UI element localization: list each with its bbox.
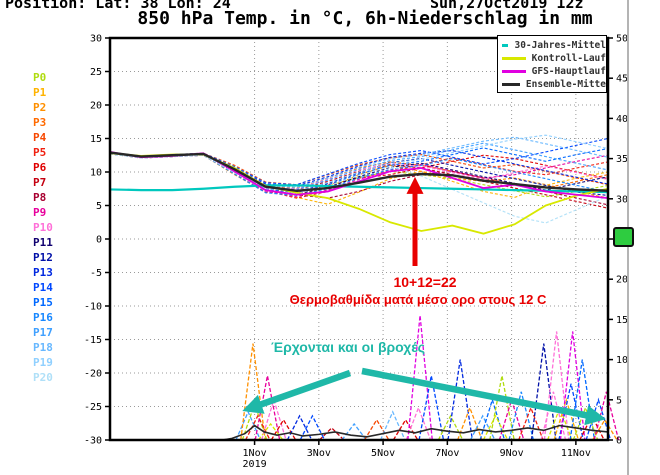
svg-text:-20: -20 bbox=[84, 369, 102, 380]
legend-swatch-magenta bbox=[502, 70, 526, 73]
legend-item: GFS-Hauptlauf bbox=[502, 65, 606, 78]
svg-text:5: 5 bbox=[96, 201, 102, 212]
member-label-p15: P15 bbox=[33, 296, 53, 309]
member-label-p2: P2 bbox=[33, 101, 47, 114]
member-label-p1: P1 bbox=[33, 86, 47, 99]
position-label: Position: Lat: 38 Lon: 24 bbox=[5, 0, 231, 12]
svg-text:0: 0 bbox=[96, 235, 102, 246]
member-label-p10: P10 bbox=[33, 221, 53, 234]
svg-text:-25: -25 bbox=[84, 402, 102, 413]
legend-label: Ensemble-Mitte bbox=[525, 79, 606, 90]
member-label-p12: P12 bbox=[33, 251, 53, 264]
legend-label: GFS-Hauptlauf bbox=[531, 66, 606, 77]
annotation-rain-text: Έρχονται και οι βροχές bbox=[271, 339, 425, 355]
member-label-p7: P7 bbox=[33, 176, 47, 189]
svg-text:5Nov: 5Nov bbox=[371, 448, 395, 459]
member-label-p5: P5 bbox=[33, 146, 47, 159]
legend-swatch-cyan bbox=[502, 44, 509, 47]
svg-text:3Nov: 3Nov bbox=[307, 448, 331, 459]
svg-text:10: 10 bbox=[616, 355, 628, 366]
svg-text:0: 0 bbox=[616, 436, 622, 447]
svg-text:15: 15 bbox=[90, 134, 102, 145]
annotation-lapse-text: Θερμοβαθμίδα ματά μέσο ορο στους 12 C bbox=[289, 292, 547, 307]
member-label-p14: P14 bbox=[33, 281, 53, 294]
legend-item: 30-Jahres-Mittel bbox=[502, 39, 606, 52]
member-label-p19: P19 bbox=[33, 356, 53, 369]
member-label-p11: P11 bbox=[33, 236, 53, 249]
gridlines bbox=[110, 38, 608, 440]
temp-series bbox=[109, 134, 609, 235]
member-label-p13: P13 bbox=[33, 266, 53, 279]
member-label-p20: P20 bbox=[33, 371, 53, 384]
svg-text:35: 35 bbox=[616, 154, 628, 165]
legend-label: Kontroll-Lauf bbox=[531, 53, 606, 64]
svg-text:40: 40 bbox=[616, 114, 628, 125]
svg-text:-10: -10 bbox=[84, 302, 102, 313]
member-label-p0: P0 bbox=[33, 71, 47, 84]
legend-swatch-yellow bbox=[502, 57, 526, 60]
member-label-p18: P18 bbox=[33, 341, 53, 354]
legend-label: 30-Jahres-Mittel bbox=[514, 40, 606, 51]
legend-item: Ensemble-Mitte bbox=[502, 78, 606, 91]
member-label-p8: P8 bbox=[33, 191, 47, 204]
svg-text:1Nov: 1Nov bbox=[243, 448, 267, 459]
svg-text:-5: -5 bbox=[90, 268, 102, 279]
member-label-p6: P6 bbox=[33, 161, 47, 174]
member-label-p3: P3 bbox=[33, 116, 47, 129]
legend: 30-Jahres-Mittel Kontroll-Lauf GFS-Haupt… bbox=[497, 35, 607, 93]
member-label-p17: P17 bbox=[33, 326, 53, 339]
svg-text:45: 45 bbox=[616, 74, 628, 85]
scrollbar-handle[interactable] bbox=[613, 227, 634, 247]
svg-text:9Nov: 9Nov bbox=[500, 448, 524, 459]
member-label-p16: P16 bbox=[33, 311, 53, 324]
svg-text:20: 20 bbox=[616, 275, 628, 286]
svg-text:50: 50 bbox=[616, 34, 628, 45]
svg-text:11Nov: 11Nov bbox=[561, 448, 591, 459]
member-label-p9: P9 bbox=[33, 206, 47, 219]
svg-text:15: 15 bbox=[616, 315, 628, 326]
legend-swatch-black bbox=[502, 83, 520, 86]
svg-text:10: 10 bbox=[90, 168, 102, 179]
svg-text:30: 30 bbox=[90, 34, 102, 45]
svg-text:-30: -30 bbox=[84, 436, 102, 447]
svg-text:-15: -15 bbox=[84, 335, 102, 346]
annotation-arrows bbox=[242, 176, 606, 426]
svg-text:5: 5 bbox=[616, 395, 622, 406]
svg-text:7Nov: 7Nov bbox=[435, 448, 459, 459]
precip-series bbox=[110, 315, 620, 441]
chart-title: 850 hPa Temp. in °C, 6h-Niederschlag in … bbox=[137, 8, 593, 29]
svg-text:25: 25 bbox=[90, 67, 102, 78]
legend-item: Kontroll-Lauf bbox=[502, 52, 606, 65]
svg-text:20: 20 bbox=[90, 101, 102, 112]
member-label-p4: P4 bbox=[33, 131, 47, 144]
run-date-label: Sun,27Oct2019 12z bbox=[430, 0, 584, 12]
svg-text:30: 30 bbox=[616, 194, 628, 205]
svg-text:2019: 2019 bbox=[243, 459, 267, 470]
annotation-calc-text: 10+12=22 bbox=[393, 274, 457, 290]
